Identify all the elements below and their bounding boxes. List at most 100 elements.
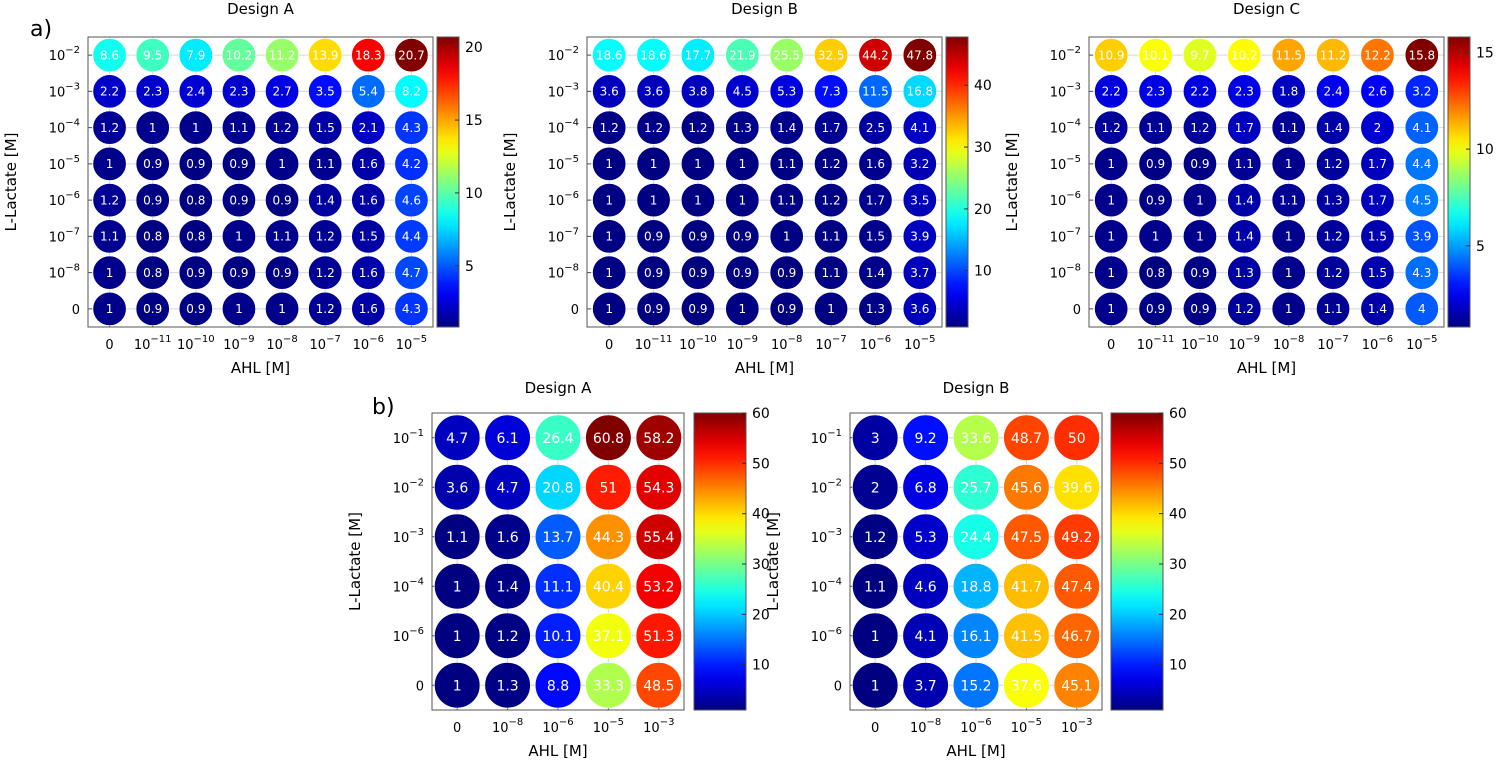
data-point bbox=[592, 183, 627, 218]
data-label: 26.4 bbox=[542, 431, 573, 447]
data-label: 0.9 bbox=[143, 302, 162, 316]
data-point bbox=[308, 146, 343, 181]
data-point bbox=[265, 146, 300, 181]
data-point bbox=[92, 38, 127, 73]
x-tick-label: 10−7 bbox=[815, 334, 846, 353]
data-label: 3 bbox=[871, 431, 880, 447]
data-label: 2.7 bbox=[273, 85, 292, 99]
data-point bbox=[178, 183, 213, 218]
y-tick-label: 0 bbox=[416, 679, 424, 694]
data-label: 2.1 bbox=[359, 121, 378, 135]
data-point bbox=[635, 612, 682, 659]
data-label: 24.4 bbox=[960, 530, 991, 546]
data-point bbox=[265, 255, 300, 290]
x-tick-label: 10−8 bbox=[492, 717, 523, 736]
data-label: 0.9 bbox=[1190, 157, 1209, 171]
data-label: 25.7 bbox=[960, 480, 991, 496]
data-label: 60.8 bbox=[593, 431, 624, 447]
plot-frame bbox=[1088, 36, 1445, 328]
data-label: 4.7 bbox=[402, 266, 421, 280]
data-point bbox=[1182, 146, 1217, 181]
data-point bbox=[221, 146, 256, 181]
data-label: 18.6 bbox=[640, 48, 667, 62]
data-label: 1.5 bbox=[359, 230, 378, 244]
data-label: 0.9 bbox=[143, 157, 162, 171]
data-label: 0.9 bbox=[229, 193, 248, 207]
data-label: 0.8 bbox=[186, 193, 205, 207]
data-label: 3.6 bbox=[910, 302, 929, 316]
colorbar-tick-label: 10 bbox=[974, 264, 992, 280]
heatmap-chart-2: Design B 0 10−11 10−10 10−9 10−8 10−7 10−6 10−5 1… bbox=[501, 0, 992, 377]
data-label: 1.4 bbox=[316, 193, 335, 207]
data-point bbox=[635, 662, 682, 709]
colorbar-tick-label: 5 bbox=[465, 259, 474, 275]
data-label: 3.7 bbox=[910, 266, 929, 280]
data-label: 4.5 bbox=[733, 85, 752, 99]
data-point bbox=[351, 183, 386, 218]
data-point bbox=[308, 255, 343, 290]
data-point bbox=[351, 38, 386, 73]
data-point bbox=[725, 146, 760, 181]
colorbar-tick-label: 40 bbox=[1169, 507, 1187, 523]
data-label: 1 bbox=[1107, 266, 1115, 280]
data-label: 9.5 bbox=[143, 48, 162, 62]
data-label: 1.1 bbox=[1146, 121, 1165, 135]
data-label: 1 bbox=[1285, 230, 1293, 244]
data-point bbox=[135, 219, 170, 254]
heatmap-chart-3: Design C 0 10−11 10−10 10−9 10−8 10−7 10−6 10−5 1… bbox=[1003, 0, 1494, 377]
data-point bbox=[585, 662, 632, 709]
data-label: 0.9 bbox=[733, 230, 752, 244]
data-label: 1.2 bbox=[273, 121, 292, 135]
y-tick-label: 10−5 bbox=[1050, 154, 1081, 173]
data-point bbox=[585, 612, 632, 659]
data-label: 0.9 bbox=[1146, 302, 1165, 316]
data-label: 47.4 bbox=[1061, 579, 1092, 595]
y-tick-label: 0 bbox=[834, 679, 842, 694]
data-point bbox=[92, 110, 127, 145]
colorbar-tick-label: 20 bbox=[974, 202, 992, 218]
data-point bbox=[769, 146, 804, 181]
data-point bbox=[1053, 414, 1100, 461]
data-point bbox=[265, 110, 300, 145]
y-tick-label: 10−6 bbox=[548, 190, 579, 209]
data-point bbox=[484, 563, 531, 610]
data-label: 1.2 bbox=[644, 121, 663, 135]
y-tick-label: 10−4 bbox=[811, 576, 842, 595]
data-point bbox=[585, 414, 632, 461]
data-point bbox=[434, 612, 481, 659]
data-point bbox=[1360, 146, 1395, 181]
data-point bbox=[1003, 464, 1050, 511]
chart-title: Design A bbox=[227, 0, 295, 18]
data-label: 10.1 bbox=[1142, 48, 1169, 62]
data-point bbox=[585, 563, 632, 610]
data-label: 4.4 bbox=[1412, 157, 1431, 171]
data-point bbox=[1003, 662, 1050, 709]
data-label: 0.9 bbox=[688, 302, 707, 316]
chart-title: Design B bbox=[943, 379, 1010, 397]
colorbar-tick-label: 40 bbox=[974, 78, 992, 94]
data-label: 1.6 bbox=[359, 266, 378, 280]
data-label: 10.9 bbox=[1098, 48, 1125, 62]
data-label: 39.6 bbox=[1061, 480, 1092, 496]
data-label: 3.8 bbox=[688, 85, 707, 99]
data-point bbox=[680, 38, 715, 73]
data-point bbox=[725, 110, 760, 145]
data-label: 4.7 bbox=[496, 480, 518, 496]
data-point bbox=[308, 74, 343, 109]
data-label: 15.2 bbox=[960, 678, 991, 694]
data-label: 1 bbox=[650, 157, 658, 171]
data-point bbox=[592, 74, 627, 109]
data-point bbox=[902, 612, 949, 659]
data-label: 1.2 bbox=[1190, 121, 1209, 135]
x-tick-label: 10−5 bbox=[904, 334, 935, 353]
data-point bbox=[814, 291, 849, 326]
data-label: 1 bbox=[738, 193, 746, 207]
data-label: 0.9 bbox=[1190, 302, 1209, 316]
data-point bbox=[858, 219, 893, 254]
data-point bbox=[852, 612, 899, 659]
y-tick-label: 10−2 bbox=[49, 45, 80, 64]
data-point bbox=[769, 219, 804, 254]
data-point bbox=[1003, 563, 1050, 610]
data-point bbox=[592, 219, 627, 254]
data-point bbox=[265, 74, 300, 109]
